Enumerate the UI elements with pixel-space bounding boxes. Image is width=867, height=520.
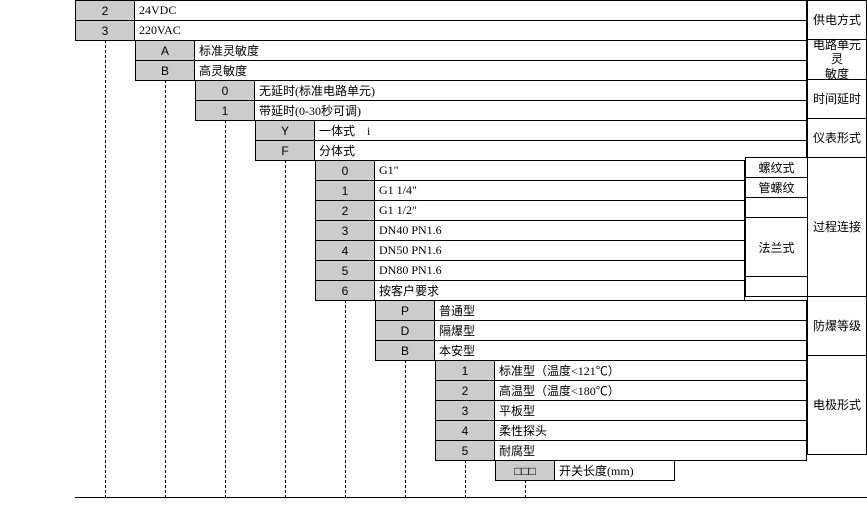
- category-label: 电极形式: [807, 355, 867, 455]
- desc-cell: DN40 PN1.6: [374, 220, 745, 241]
- category-label: 仪表形式: [807, 118, 867, 158]
- code-cell: 1: [435, 360, 495, 381]
- desc-cell: 无延时(标准电路单元): [254, 80, 807, 101]
- guide-line: [345, 300, 346, 498]
- desc-cell: 220VAC: [134, 20, 807, 41]
- desc-cell: 分体式: [314, 140, 807, 161]
- desc-cell: 标准型（温度<121℃）: [494, 360, 807, 381]
- category-label: 供电方式: [807, 0, 867, 40]
- desc-cell: 平板型: [494, 400, 807, 421]
- code-cell: F: [255, 140, 315, 161]
- code-cell: B: [375, 340, 435, 361]
- code-cell: D: [375, 320, 435, 341]
- code-cell: 3: [435, 400, 495, 421]
- guide-line: [465, 460, 466, 498]
- desc-cell: G1 1/2": [374, 200, 745, 221]
- code-cell: 1: [315, 180, 375, 201]
- desc-cell: 带延时(0-30秒可调): [254, 100, 807, 121]
- desc-cell: DN80 PN1.6: [374, 260, 745, 281]
- code-cell: Y: [255, 120, 315, 141]
- desc-cell: DN50 PN1.6: [374, 240, 745, 261]
- code-cell: 4: [435, 420, 495, 441]
- desc-cell: 高温型（温度<180℃）: [494, 380, 807, 401]
- category-label: 时间延时: [807, 79, 867, 119]
- code-cell: 5: [315, 260, 375, 281]
- code-cell: 0: [195, 80, 255, 101]
- desc-cell: 一体式 i: [314, 120, 807, 141]
- desc-cell: 本安型: [434, 340, 807, 361]
- code-cell: 3: [315, 220, 375, 241]
- code-cell: □□□: [495, 460, 555, 481]
- code-cell: A: [135, 40, 195, 61]
- desc-cell: 24VDC: [134, 0, 807, 21]
- category-label: 电路单元灵 敏度: [807, 39, 867, 80]
- code-cell: 1: [195, 100, 255, 121]
- sub-category: 管螺纹: [745, 177, 808, 198]
- guide-line: [105, 40, 106, 498]
- code-cell: 2: [75, 0, 135, 21]
- guide-line: [225, 120, 226, 498]
- guide-line: [165, 80, 166, 498]
- desc-cell: 开关长度(mm): [554, 460, 675, 481]
- desc-cell: 高灵敏度: [194, 60, 807, 81]
- code-cell: B: [135, 60, 195, 81]
- sub-category: 螺纹式: [745, 157, 808, 178]
- category-label: 过程连接: [807, 157, 867, 297]
- code-cell: 2: [315, 200, 375, 221]
- category-label: 防爆等级: [807, 296, 867, 356]
- code-cell: 2: [435, 380, 495, 401]
- code-cell: 3: [75, 20, 135, 41]
- guide-line: [525, 480, 526, 498]
- code-cell: 6: [315, 280, 375, 301]
- code-cell: P: [375, 300, 435, 321]
- code-cell: 4: [315, 240, 375, 261]
- guide-line: [285, 160, 286, 498]
- desc-cell: G1": [374, 160, 745, 181]
- desc-cell: 耐腐型: [494, 440, 807, 461]
- desc-cell: 按客户要求: [374, 280, 745, 301]
- guide-line: [405, 360, 406, 498]
- code-cell: 0: [315, 160, 375, 181]
- desc-cell: 普通型: [434, 300, 807, 321]
- desc-cell: 隔爆型: [434, 320, 807, 341]
- desc-cell: 柔性探头: [494, 420, 807, 441]
- desc-cell: G1 1/4": [374, 180, 745, 201]
- desc-cell: 标准灵敏度: [194, 40, 807, 61]
- code-cell: 5: [435, 440, 495, 461]
- sub-category: 法兰式: [745, 217, 808, 277]
